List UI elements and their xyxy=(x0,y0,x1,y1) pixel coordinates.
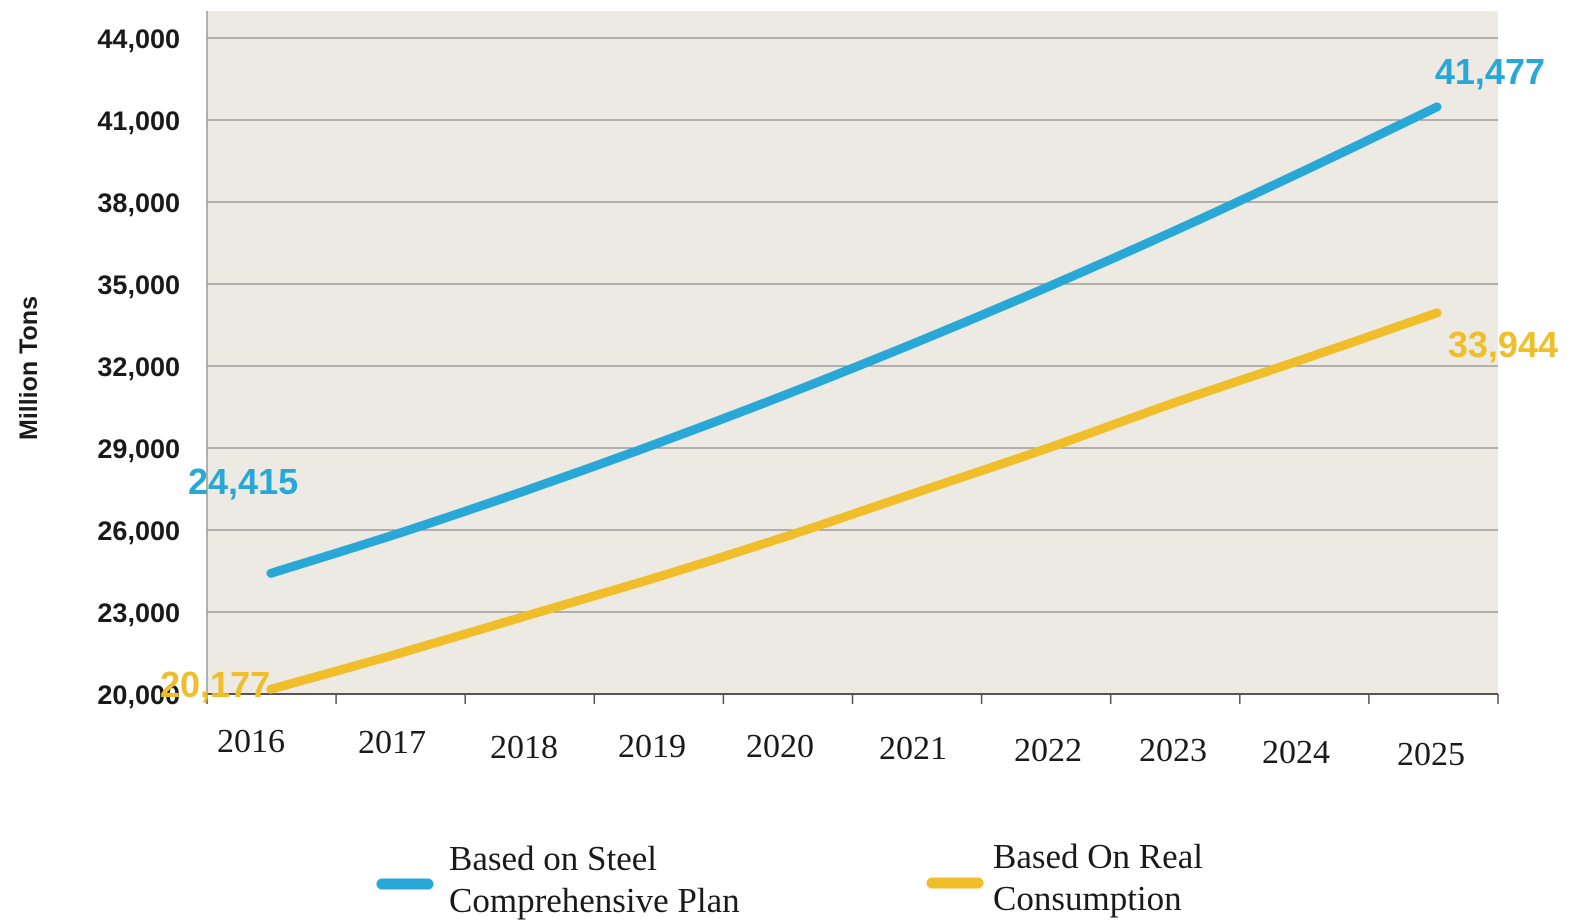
x-tick-label: 2022 xyxy=(1014,732,1082,769)
y-tick-label: 38,000 xyxy=(97,188,180,218)
x-tick-labels: 2016 2017 2018 2019 2020 2021 2022 2023 2024 2025 xyxy=(217,723,1465,773)
series-line-2 xyxy=(266,308,1442,694)
data-label-start: 24,415 xyxy=(188,461,298,502)
legend-label: Consumption xyxy=(993,879,1182,918)
x-tick-label: 2024 xyxy=(1262,734,1330,771)
y-tick-labels: 20,000 23,000 26,000 29,000 32,000 35,000 38,0… xyxy=(97,24,180,710)
y-tick-label: 44,000 xyxy=(97,24,180,54)
data-label-end: 41,477 xyxy=(1435,51,1545,92)
x-tick-label: 2025 xyxy=(1397,736,1465,773)
data-labels: 24,415 41,477 20,177 33,944 xyxy=(160,51,1558,705)
y-tick-label: 35,000 xyxy=(97,270,180,300)
legend-label: Comprehensive Plan xyxy=(449,881,740,920)
y-tick-label: 20,000 xyxy=(97,680,180,710)
y-tick-label: 26,000 xyxy=(97,516,180,546)
y-tick-label: 23,000 xyxy=(97,598,180,628)
data-label-start: 20,177 xyxy=(160,664,270,705)
x-tick-label: 2021 xyxy=(879,730,947,767)
y-tick-label: 29,000 xyxy=(97,434,180,464)
plot-background xyxy=(207,11,1498,694)
x-tick-label: 2016 xyxy=(217,723,285,760)
y-tick-label: 32,000 xyxy=(97,352,180,382)
axes xyxy=(206,11,1499,704)
x-tick-label: 2019 xyxy=(618,728,686,765)
legend-label: Based on Steel xyxy=(449,839,657,878)
x-tick-label: 2017 xyxy=(358,724,426,761)
legend-label: Based On Real xyxy=(993,837,1203,876)
series-lines xyxy=(266,102,1442,694)
data-label-end: 33,944 xyxy=(1448,324,1558,365)
series-line-1 xyxy=(266,102,1442,578)
y-tick-label: 41,000 xyxy=(97,106,180,136)
y-axis-label: Million Tons xyxy=(15,296,43,440)
x-tick-label: 2023 xyxy=(1139,732,1207,769)
x-tick-label: 2020 xyxy=(746,728,814,765)
x-tick-label: 2018 xyxy=(490,729,558,766)
